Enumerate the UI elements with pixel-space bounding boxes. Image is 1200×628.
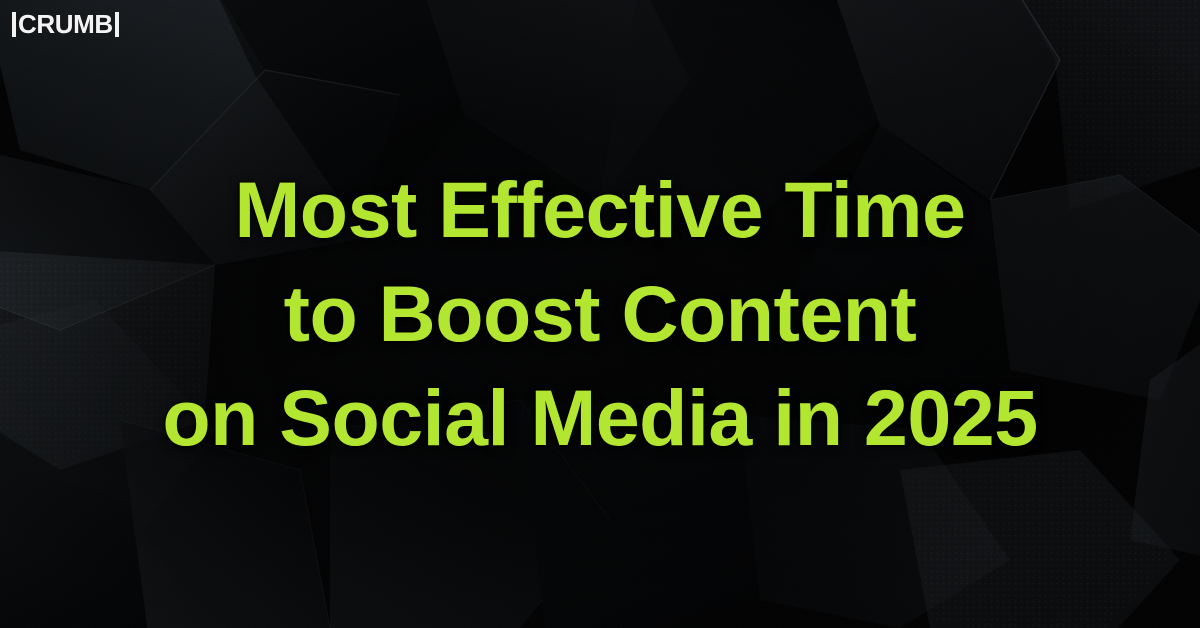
headline-line-3: on Social Media in 2025 [162,373,1038,462]
logo-right-bracket-icon [114,11,119,37]
crumb-logo[interactable]: CRUMB [12,10,119,38]
headline-line-2: to Boost Content [283,269,917,358]
logo-wordmark: CRUMB [18,8,113,39]
headline-line-1: Most Effective Time [234,165,966,254]
